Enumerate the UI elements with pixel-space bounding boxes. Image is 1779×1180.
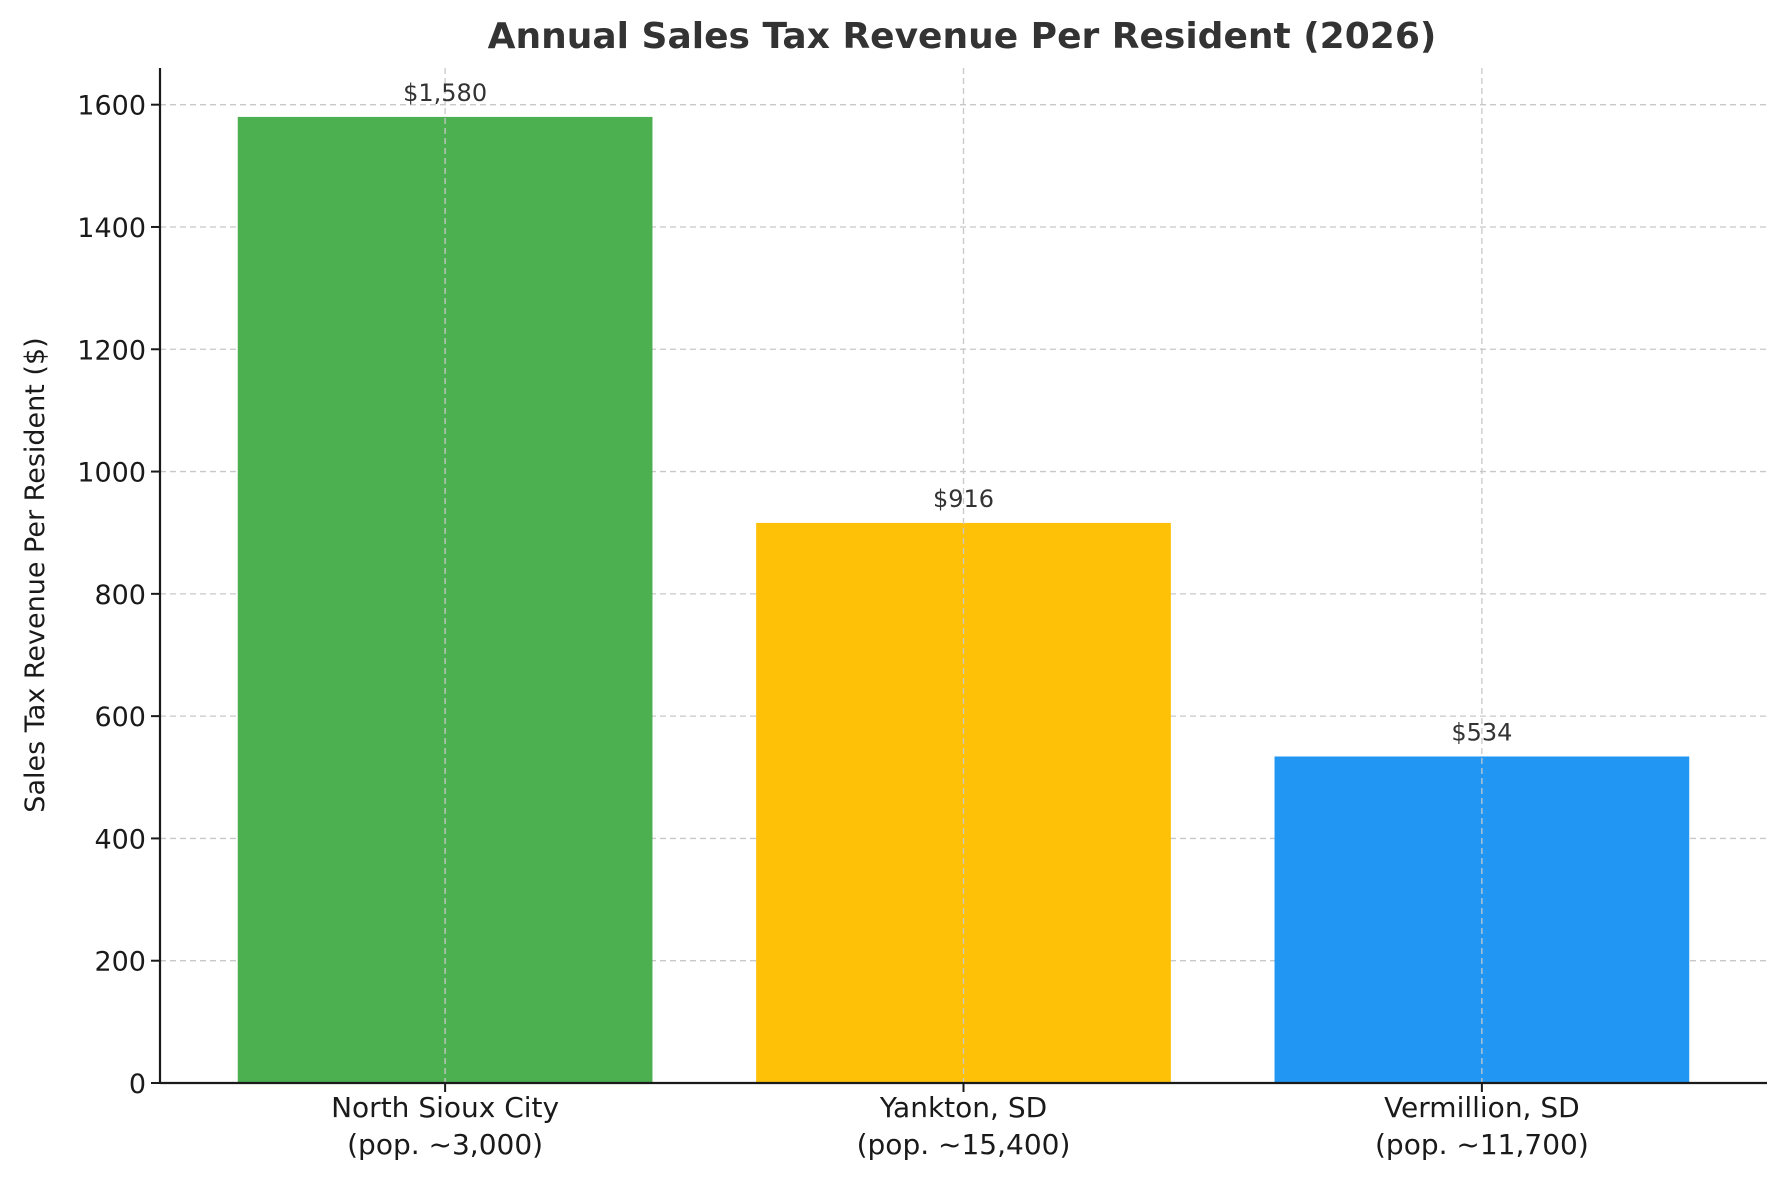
y-tick-label: 400 — [94, 824, 146, 855]
x-tick-label-population: (pop. ~15,400) — [857, 1128, 1071, 1161]
y-tick-label: 1400 — [77, 213, 146, 244]
data-label: $1,580 — [403, 79, 487, 107]
x-tick-label-name: North Sioux City — [331, 1091, 559, 1124]
y-tick-label: 600 — [94, 702, 146, 733]
vertical-grid-lines — [444, 68, 1483, 1083]
y-tick-label: 200 — [94, 947, 146, 978]
axes — [151, 68, 1767, 1092]
labels: 0 200 400 600 800 1000 1200 1400 1600 North Sioux… — [77, 79, 1588, 1161]
y-tick-label: 1600 — [77, 91, 146, 122]
y-tick-label: 1200 — [77, 335, 146, 366]
y-tick-label: 800 — [94, 580, 146, 611]
y-tick-label: 1000 — [77, 458, 146, 489]
x-tick-label-population: (pop. ~3,000) — [347, 1128, 543, 1161]
x-tick-label-population: (pop. ~11,700) — [1375, 1128, 1589, 1161]
data-label: $916 — [933, 485, 994, 513]
x-tick-label-name: Yankton, SD — [879, 1091, 1047, 1124]
x-tick-label-name: Vermillion, SD — [1384, 1091, 1580, 1124]
y-tick-label: 0 — [129, 1069, 146, 1100]
chart-title: Annual Sales Tax Revenue Per Resident (2… — [488, 16, 1437, 57]
data-label: $534 — [1451, 718, 1512, 746]
y-axis-label: Sales Tax Revenue Per Resident ($) — [20, 337, 51, 812]
